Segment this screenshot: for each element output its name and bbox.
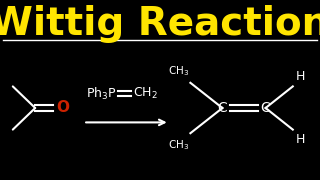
Text: CH$_2$: CH$_2$ [133,86,158,101]
Text: H: H [296,133,305,146]
Text: CH$_3$: CH$_3$ [168,64,189,78]
Text: CH$_3$: CH$_3$ [168,138,189,152]
Text: Wittig Reaction: Wittig Reaction [0,5,320,43]
Text: C: C [261,101,270,115]
Text: C: C [218,101,227,115]
Text: H: H [296,70,305,83]
Text: O: O [56,100,69,116]
Text: Ph$_3$P: Ph$_3$P [86,86,117,102]
